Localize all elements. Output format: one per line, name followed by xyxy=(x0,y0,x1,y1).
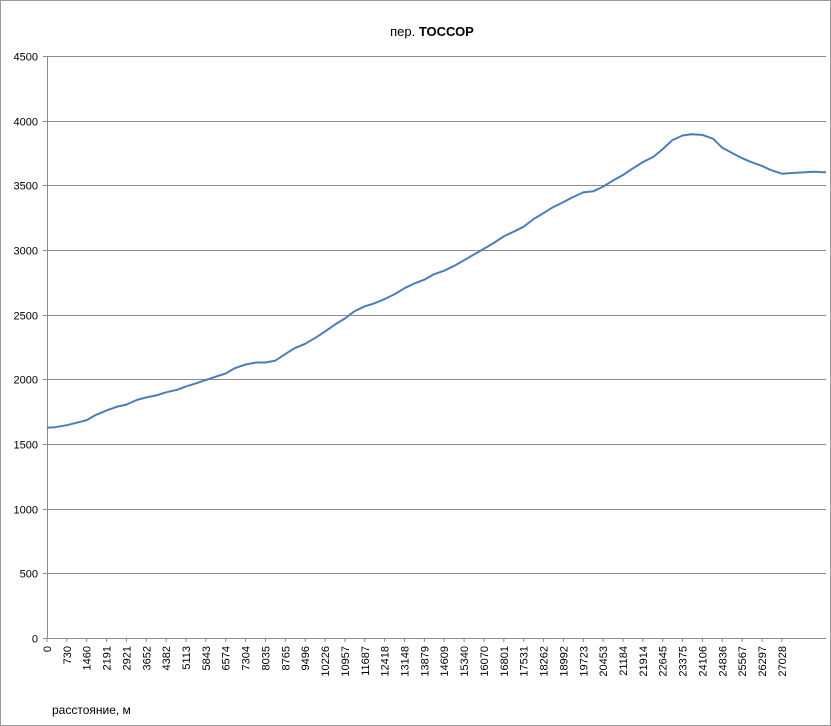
x-tick-label-18992: 18992 xyxy=(558,646,570,677)
x-tick-label-11687: 11687 xyxy=(360,646,372,676)
axes xyxy=(43,56,826,642)
x-tick-label-0: 0 xyxy=(42,646,54,652)
x-tick-label-8765: 8765 xyxy=(280,646,292,670)
x-tick-label-10226: 10226 xyxy=(320,646,332,677)
x-tick-label-26297: 26297 xyxy=(757,646,769,677)
x-tick-label-24836: 24836 xyxy=(717,646,729,677)
x-tick-label-24106: 24106 xyxy=(697,646,709,677)
series-line-0 xyxy=(46,133,827,429)
x-tick-label-2191: 2191 xyxy=(102,646,114,670)
y-tick-label-4000: 4000 xyxy=(14,117,38,129)
x-tick-label-730: 730 xyxy=(62,646,74,664)
x-tick-label-17531: 17531 xyxy=(519,646,531,677)
x-tick-label-27028: 27028 xyxy=(777,646,789,677)
x-tick-label-20453: 20453 xyxy=(598,646,610,677)
x-tick-label-2921: 2921 xyxy=(121,646,133,670)
chart-title-prefix: пер. xyxy=(390,24,415,39)
x-tick-label-10957: 10957 xyxy=(340,646,352,677)
x-tick-label-21184: 21184 xyxy=(618,646,630,676)
x-tick-label-19723: 19723 xyxy=(578,646,590,677)
x-tick-label-16070: 16070 xyxy=(479,646,491,677)
series-layer xyxy=(46,133,827,429)
y-tick-label-2000: 2000 xyxy=(14,375,38,387)
x-tick-label-18262: 18262 xyxy=(539,646,551,677)
y-tick-label-3500: 3500 xyxy=(14,181,38,193)
y-tick-label-4500: 4500 xyxy=(14,52,38,64)
x-tick-label-21914: 21914 xyxy=(638,646,650,677)
x-tick-label-7304: 7304 xyxy=(241,646,253,670)
y-tick-label-2500: 2500 xyxy=(14,311,38,323)
y-tick-label-500: 500 xyxy=(20,569,38,581)
x-tick-label-9496: 9496 xyxy=(300,646,312,670)
x-tick-label-14609: 14609 xyxy=(439,646,451,677)
x-axis-title: расстояние, м xyxy=(52,703,131,717)
y-tick-label-0: 0 xyxy=(32,634,38,646)
x-tick-labels: 0 730 1460 2191 2921 3652 4382 5113 5843 6574 7304… xyxy=(42,646,789,677)
y-tick-label-1000: 1000 xyxy=(14,505,38,517)
x-tick-label-3652: 3652 xyxy=(141,646,153,670)
x-tick-label-16801: 16801 xyxy=(499,646,511,677)
y-tick-label-3000: 3000 xyxy=(14,246,38,258)
x-tick-label-4382: 4382 xyxy=(161,646,173,670)
y-tick-labels: 0 500 1000 1500 2000 2500 3000 3500 4000 4500 xyxy=(14,52,38,646)
chart-title: пер. ТОССОР xyxy=(390,24,474,39)
x-tick-label-25567: 25567 xyxy=(737,646,749,677)
x-tick-label-13879: 13879 xyxy=(419,646,431,677)
gridlines xyxy=(47,56,826,574)
x-tick-label-5843: 5843 xyxy=(201,646,213,670)
x-tick-label-12418: 12418 xyxy=(380,646,392,677)
x-tick-label-5113: 5113 xyxy=(181,646,193,670)
x-tick-label-8035: 8035 xyxy=(260,646,272,670)
y-tick-label-1500: 1500 xyxy=(14,440,38,452)
x-tick-label-1460: 1460 xyxy=(82,646,94,670)
x-tick-label-23375: 23375 xyxy=(678,646,690,677)
x-tick-label-13148: 13148 xyxy=(399,646,411,677)
chart-title-name: ТОССОР xyxy=(419,24,474,39)
x-tick-label-15340: 15340 xyxy=(459,646,471,677)
x-tick-label-6574: 6574 xyxy=(221,646,233,670)
x-tick-label-22645: 22645 xyxy=(658,646,670,677)
